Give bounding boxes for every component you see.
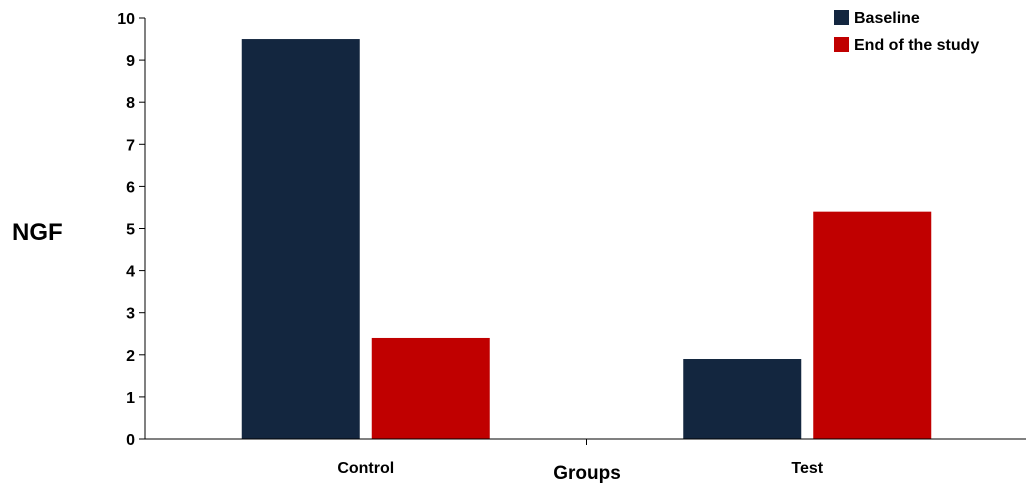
bars-layer xyxy=(241,39,932,440)
bar-end-of-the-study-control xyxy=(371,337,490,439)
y-tick-label: 2 xyxy=(126,348,135,365)
legend-swatch-baseline xyxy=(834,10,849,25)
x-tick-label-test: Test xyxy=(791,460,823,477)
x-tick-label-control: Control xyxy=(337,460,394,477)
y-tick-label: 7 xyxy=(126,137,135,154)
bar-end-of-the-study-test xyxy=(813,211,932,439)
y-tick-label: 5 xyxy=(126,222,135,239)
y-ticks: 0 1 2 3 4 5 6 7 8 9 10 xyxy=(117,11,145,449)
legend-swatch-end-of-the-study xyxy=(834,37,849,52)
y-axis-label: NGF xyxy=(12,219,63,246)
y-tick-label: 0 xyxy=(126,432,135,449)
y-tick-label: 3 xyxy=(126,306,135,323)
bar-baseline-test xyxy=(683,359,802,439)
legend-label-baseline: Baseline xyxy=(854,10,920,27)
x-axis-label: Groups xyxy=(553,463,621,484)
y-tick-label: 10 xyxy=(117,11,135,28)
legend: Baseline End of the study xyxy=(834,10,979,54)
y-tick-label: 1 xyxy=(126,390,135,407)
y-tick-label: 6 xyxy=(126,179,135,196)
legend-label-end-of-the-study: End of the study xyxy=(854,37,979,54)
y-tick-label: 9 xyxy=(126,53,135,70)
x-ticks: Control Test xyxy=(337,439,824,477)
y-tick-label: 8 xyxy=(126,95,135,112)
y-tick-label: 4 xyxy=(126,264,135,281)
bar-baseline-control xyxy=(241,39,360,440)
